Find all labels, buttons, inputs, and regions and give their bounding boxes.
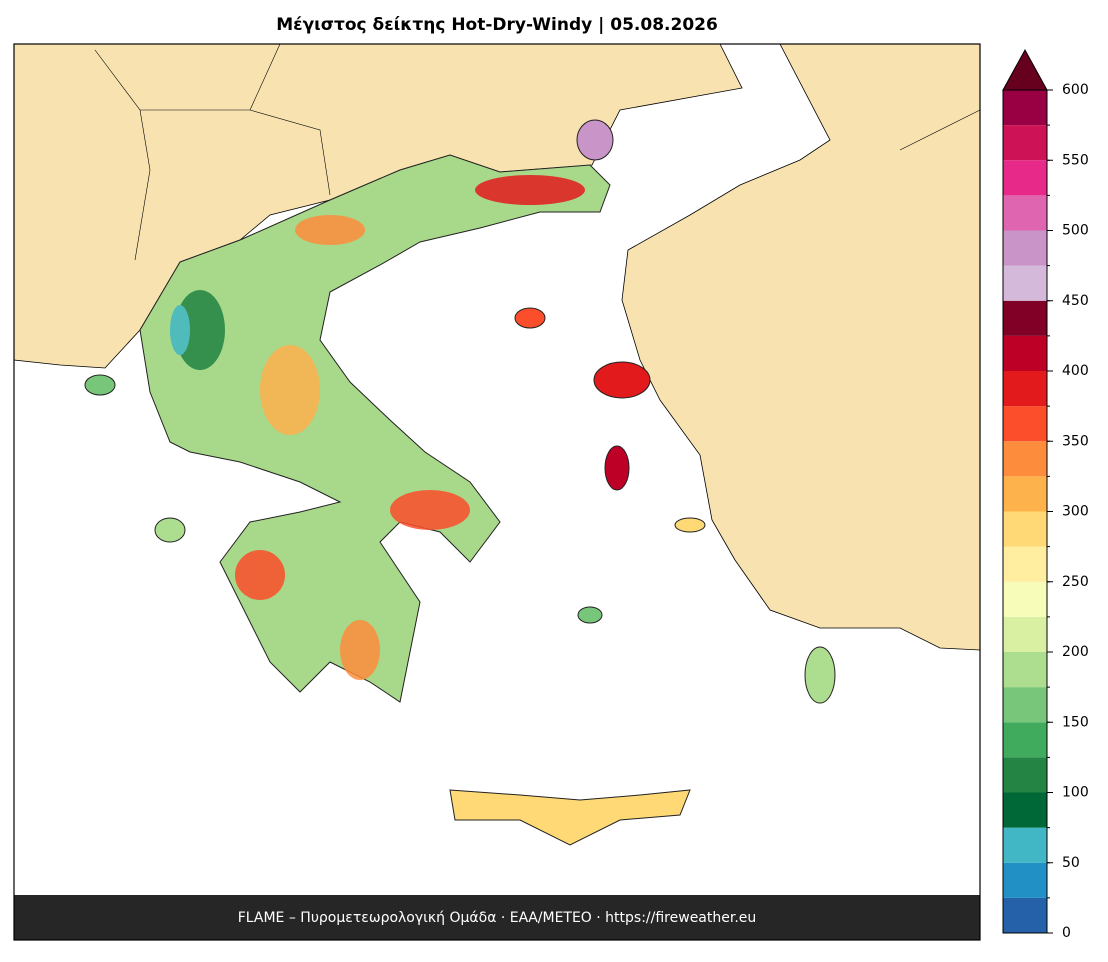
colorbar-tick-label: 350: [1062, 433, 1089, 449]
colorbar: 0 50 100 150 200 250 300 350 400 450 500 550 600: [1002, 48, 1089, 941]
footer-credit: FLAME – Πυρομετεωρολογική Ομάδα · ΕΑΑ/ME…: [238, 910, 757, 926]
colorbar-bin: [1003, 125, 1047, 161]
colorbar-tick-label: 50: [1062, 855, 1080, 871]
colorbar-bin: [1003, 300, 1047, 336]
colorbar-bin: [1003, 546, 1047, 582]
colorbar-tick-label: 400: [1062, 363, 1089, 379]
colorbar-tick-label: 500: [1062, 223, 1089, 239]
colorbar-bin: [1003, 335, 1047, 371]
colorbar-tick-label: 550: [1062, 152, 1089, 168]
colorbar-bin: [1003, 652, 1047, 688]
land-east: [621, 43, 981, 651]
footer-bar: [14, 895, 980, 940]
colorbar-bin: [1003, 757, 1047, 793]
map-frame: [13, 43, 981, 941]
colorbar-bin: [1003, 722, 1047, 758]
colorbar-tick-label: 100: [1062, 785, 1089, 801]
colorbar-tick-label: 0: [1062, 925, 1071, 941]
colorbar-tick-label: 600: [1062, 82, 1089, 98]
colorbar-bin: [1003, 160, 1047, 196]
colorbar-bin: [1003, 265, 1047, 301]
colorbar-bin: [1003, 687, 1047, 723]
colorbar-bin: [1003, 441, 1047, 477]
colorbar-bin: [1003, 406, 1047, 442]
colorbar-bin: [1003, 827, 1047, 863]
map-title: Μέγιστος δείκτης Hot-Dry-Windy | 05.08.2…: [276, 15, 718, 35]
colorbar-tick-label: 250: [1062, 574, 1089, 590]
colorbar-tick-label: 200: [1062, 644, 1089, 660]
colorbar-bin: [1003, 195, 1047, 231]
borders: [94, 43, 981, 261]
colorbar-tick-label: 300: [1062, 504, 1089, 520]
hazard-patches: [170, 175, 585, 680]
colorbar-bin: [1003, 476, 1047, 512]
colorbar-bin: [1003, 792, 1047, 828]
colorbar-tick-label: 450: [1062, 293, 1089, 309]
colorbar-bin: [1003, 371, 1047, 407]
colorbar-bin: [1003, 581, 1047, 617]
colorbar-bin: [1003, 862, 1047, 898]
colorbar-tick-label: 150: [1062, 714, 1089, 730]
colorbar-bin: [1003, 616, 1047, 652]
map-area: FLAME – Πυρομετεωρολογική Ομάδα · ΕΑΑ/ME…: [13, 43, 981, 941]
colorbar-extend: [1002, 48, 1048, 91]
islands: [84, 119, 836, 846]
colorbar-bin: [1003, 90, 1047, 126]
colorbar-bin: [1003, 230, 1047, 266]
colorbar-bin: [1003, 511, 1047, 547]
colorbar-bin: [1003, 897, 1047, 933]
